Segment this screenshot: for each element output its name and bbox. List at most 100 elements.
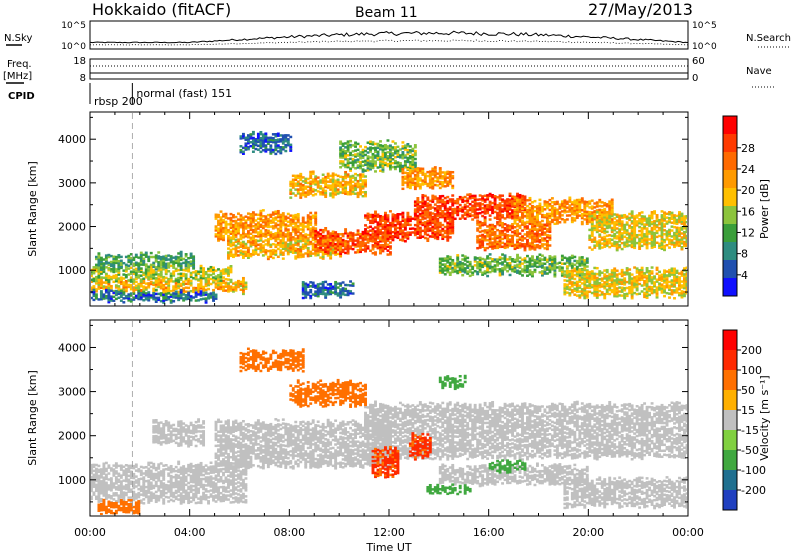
echo-cell <box>289 188 293 192</box>
echo-cell <box>319 256 323 259</box>
echo-cell <box>294 249 298 252</box>
echo-cell <box>548 226 552 230</box>
echo-cell <box>369 221 372 225</box>
echo-cell <box>354 182 358 186</box>
echo-cell <box>334 237 338 240</box>
echo-cell <box>137 289 141 293</box>
echo-cell <box>304 195 308 198</box>
echo-cell <box>179 250 183 254</box>
echo-cell <box>152 295 156 299</box>
echo-cell <box>590 285 594 289</box>
echo-cell <box>306 247 310 250</box>
echo-cell <box>506 198 509 201</box>
echo-cell <box>296 216 300 220</box>
echo-cell <box>615 215 619 218</box>
echo-cell <box>526 225 529 228</box>
echo-cell <box>406 215 410 219</box>
echo-cell <box>339 250 343 254</box>
echo-cell <box>658 218 661 222</box>
echo-cell <box>269 235 273 238</box>
echo-cell <box>638 274 642 278</box>
echo-cell <box>578 296 582 299</box>
echo-cell <box>264 219 268 222</box>
echo-cell <box>658 244 661 247</box>
echo-cell <box>588 212 592 216</box>
echo-cell <box>486 268 490 272</box>
echo-cell <box>640 217 644 220</box>
echo-cell <box>304 225 308 228</box>
echo-cell <box>630 243 634 247</box>
echo-cell <box>471 200 475 204</box>
echo-cell <box>269 243 273 247</box>
echo-cell <box>665 236 669 239</box>
echo-cell <box>112 289 116 293</box>
echo-cell <box>374 253 377 256</box>
echo-cell <box>356 250 360 254</box>
echo-cell <box>259 233 263 236</box>
echo-cell <box>463 263 467 266</box>
echo-cell <box>545 234 549 237</box>
echo-cell <box>538 222 542 225</box>
echo-cell <box>668 232 671 236</box>
echo-cell <box>521 211 524 215</box>
echo-cell <box>613 223 617 226</box>
echo-cell <box>147 282 151 285</box>
echo-cell <box>393 214 397 217</box>
echo-cell <box>142 263 146 266</box>
echo-cell <box>192 267 196 270</box>
echo-cell <box>376 241 380 244</box>
echo-cell <box>501 257 505 260</box>
echo-cell <box>565 200 569 204</box>
echo-cell <box>281 216 285 219</box>
echo-cell <box>645 233 649 236</box>
echo-cell <box>448 224 452 227</box>
echo-cell <box>578 214 582 217</box>
echo-cell <box>364 244 367 247</box>
echo-cell <box>461 266 465 269</box>
echo-cell <box>227 270 230 273</box>
echo-cell <box>227 255 230 258</box>
echo-cell <box>665 278 669 281</box>
echo-cell <box>468 260 472 264</box>
echo-cell <box>508 244 512 247</box>
echo-cell <box>545 230 549 233</box>
echo-cell <box>531 235 534 238</box>
echo-cell <box>638 212 642 215</box>
echo-cell <box>436 219 440 223</box>
echo-cell <box>623 292 627 296</box>
echo-cell <box>197 285 201 288</box>
echo-cell <box>648 289 652 293</box>
echo-cell <box>590 213 594 216</box>
echo-cell <box>99 256 103 260</box>
echo-cell <box>575 274 579 278</box>
echo-cell <box>508 263 512 267</box>
echo-cell <box>124 255 128 259</box>
echo-cell <box>401 237 405 240</box>
echo-cell <box>423 226 427 230</box>
echo-cell <box>633 282 637 285</box>
echo-cell <box>204 301 208 304</box>
echo-cell <box>528 216 532 220</box>
echo-cell <box>540 219 544 223</box>
echo-cell <box>296 176 300 179</box>
echo-cell <box>217 279 220 283</box>
echo-cell <box>364 228 367 231</box>
echo-cell <box>224 278 228 281</box>
echo-cell <box>501 214 505 217</box>
echo-cell <box>167 288 171 291</box>
echo-cell <box>271 211 275 214</box>
echo-cell <box>137 276 141 279</box>
echo-cell <box>271 232 275 236</box>
echo-cell <box>595 215 599 218</box>
echo-cell <box>234 221 238 225</box>
echo-cell <box>396 234 400 238</box>
echo-cell <box>259 237 263 240</box>
echo-cell <box>560 218 564 221</box>
echo-cell <box>339 242 343 246</box>
echo-cell <box>122 297 126 300</box>
echo-cell <box>164 276 168 280</box>
echo-cell <box>533 205 537 209</box>
echo-cell <box>613 285 617 288</box>
echo-cell <box>301 216 305 220</box>
echo-cell <box>374 220 377 223</box>
